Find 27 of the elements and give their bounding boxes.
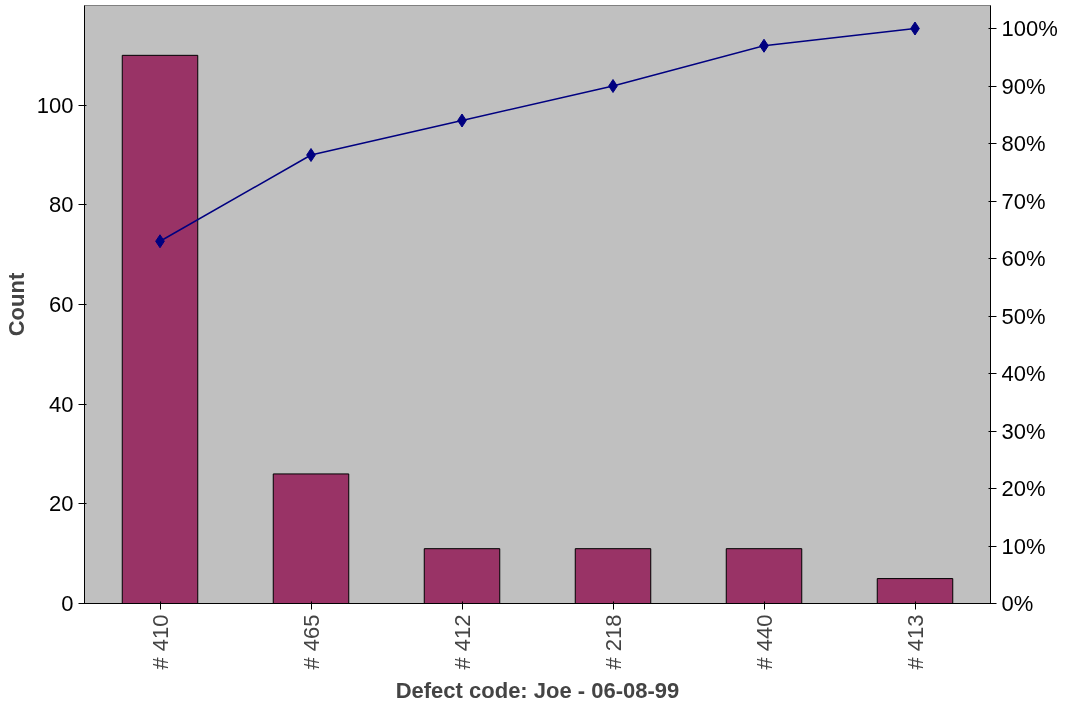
y2-tick-label: 20%	[1001, 476, 1046, 501]
x-tick-label: # 412	[449, 614, 475, 670]
y2-tick-label: 40%	[1001, 361, 1046, 386]
x-tick-label: # 413	[902, 614, 928, 670]
y-tick-label: 80	[49, 192, 74, 218]
y2-tick-label: 50%	[1001, 303, 1046, 329]
x-axis-title: Defect code: Joe - 06-08-99	[395, 677, 680, 703]
y2-tick-label: 90%	[1001, 73, 1046, 99]
x-tick-label: # 440	[751, 614, 777, 670]
y2-tick-label: 0%	[1001, 591, 1034, 616]
y2-tick-label: 30%	[1001, 418, 1046, 444]
point	[306, 148, 316, 162]
y-axis-title: Count	[3, 272, 29, 337]
x-tick-label: # 465	[298, 614, 324, 670]
y-tick-label: 20	[49, 491, 74, 517]
y2-tick-label: 100%	[1001, 16, 1058, 41]
y2-tick-label: 80%	[1001, 131, 1046, 156]
y-tick-label: 40	[49, 391, 74, 417]
y-tick-label: 0	[61, 591, 74, 616]
x-tick-label: # 410	[147, 614, 173, 670]
x-tick-label: # 218	[600, 614, 626, 670]
y2-tick-label: 60%	[1001, 246, 1046, 271]
y-tick-label: 100	[36, 92, 74, 118]
y2-tick-label: 10%	[1001, 533, 1046, 559]
point	[608, 79, 618, 93]
y2-tick-label: 70%	[1001, 188, 1046, 214]
y-tick-label: 60	[49, 292, 74, 317]
